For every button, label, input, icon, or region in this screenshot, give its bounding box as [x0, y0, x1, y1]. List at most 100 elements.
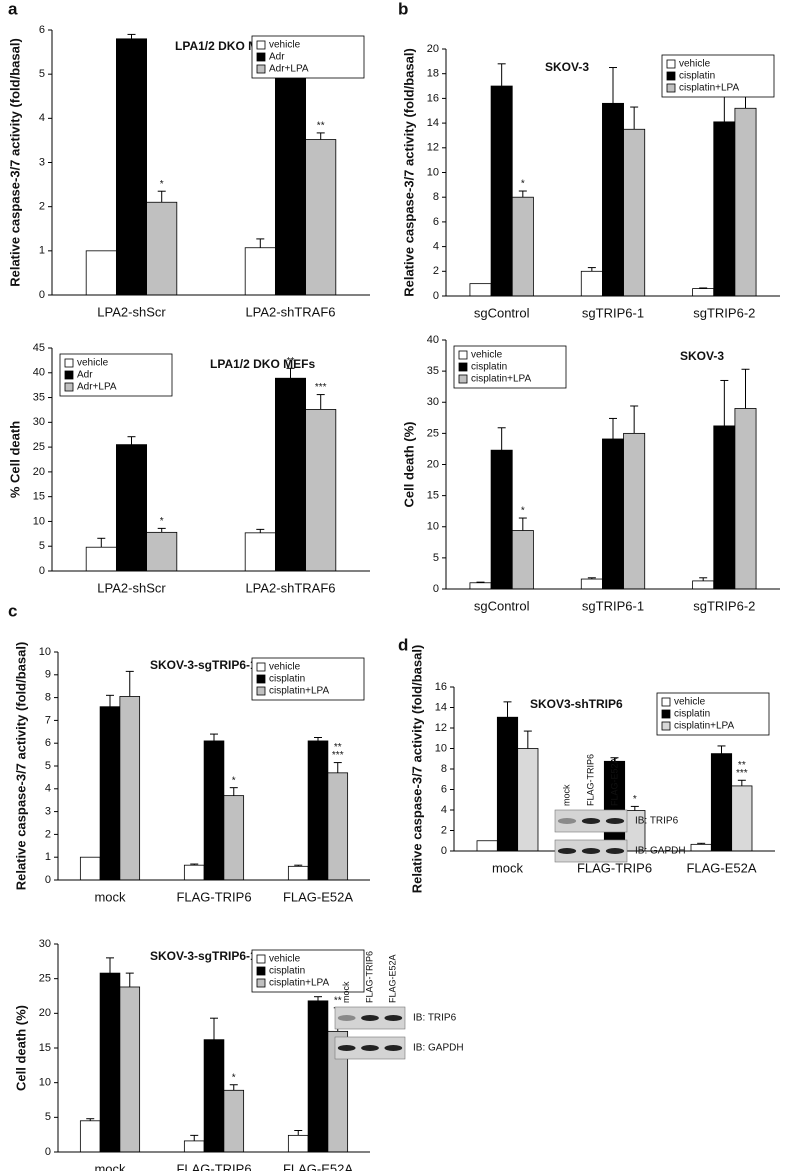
- blot-band: [384, 1015, 403, 1021]
- legend-swatch: [256, 978, 266, 988]
- legend-box: [251, 657, 365, 701]
- error-bar: [518, 190, 527, 198]
- y-tick-label: 25: [33, 441, 45, 453]
- y-tick-label: 3: [45, 806, 51, 818]
- bar: [469, 283, 492, 297]
- legend-box: [251, 949, 365, 993]
- y-axis-label: Relative caspase-3/7 activity (fold/basa…: [7, 38, 22, 287]
- y-tick-label: 6: [441, 783, 447, 795]
- y-tick-label: 0: [45, 1146, 51, 1158]
- bar: [115, 444, 148, 572]
- bar: [623, 432, 646, 590]
- bar: [490, 449, 513, 590]
- error-bar: [720, 379, 729, 426]
- y-tick-label: 20: [39, 1007, 51, 1019]
- chart-title: SKOV-3: [545, 60, 589, 74]
- bar: [99, 972, 121, 1153]
- bar: [287, 865, 309, 881]
- y-tick-label: 2: [441, 824, 447, 836]
- bar: [490, 85, 513, 297]
- error-bar: [630, 106, 639, 130]
- significance: *: [160, 179, 164, 190]
- y-tick-label: 16: [427, 92, 439, 104]
- error-bar: [256, 238, 265, 248]
- bar: [305, 409, 337, 572]
- legend-label: cisplatin+LPA: [269, 978, 329, 989]
- lane-label: FLAG-E52A: [388, 954, 398, 1003]
- legend-label: Adr: [269, 52, 285, 63]
- error-bar: [86, 1118, 95, 1121]
- blot-row-label: IB: TRIP6: [635, 816, 679, 827]
- chart-title: LPA1/2 DKO MEFs: [210, 357, 315, 371]
- lane-label: FLAG-TRIP6: [364, 951, 374, 1003]
- error-bar: [294, 1130, 303, 1136]
- error-bar: [699, 287, 708, 289]
- bar: [274, 377, 307, 572]
- legend-label: cisplatin: [679, 71, 715, 82]
- legend-label: vehicle: [269, 40, 301, 51]
- chart-title: SKOV-3-sgTRIP6-1: [150, 658, 257, 672]
- y-axis-label: Cell death (%): [401, 422, 416, 508]
- error-bar: [587, 267, 596, 272]
- lane-label: FLAG-TRIP6: [585, 754, 595, 806]
- y-axis-label: Relative caspase-3/7 activity (fold/basa…: [13, 642, 28, 891]
- x-tick-label: mock: [94, 1161, 126, 1171]
- y-tick-label: 30: [39, 938, 51, 950]
- error-bar: [157, 190, 166, 203]
- legend-label: cisplatin+LPA: [269, 686, 329, 697]
- x-tick-label: mock: [94, 889, 126, 904]
- error-bar: [630, 405, 639, 434]
- y-tick-label: 5: [39, 68, 45, 80]
- panel-letter: d: [398, 635, 408, 654]
- legend-swatch: [64, 382, 74, 392]
- bar: [713, 425, 736, 590]
- bar: [327, 772, 349, 881]
- error-bar: [229, 787, 238, 796]
- bar: [690, 843, 712, 852]
- error-bar: [630, 805, 639, 811]
- bar: [223, 795, 245, 881]
- y-tick-label: 0: [45, 874, 51, 886]
- chart-title: SKOV-3: [680, 349, 724, 363]
- legend-box: [453, 345, 567, 389]
- error-bar: [256, 528, 265, 533]
- x-tick-label: sgTRIP6-1: [582, 305, 644, 320]
- bar: [692, 288, 715, 297]
- legend-box: [251, 35, 365, 79]
- x-tick-label: FLAG-TRIP6: [176, 889, 251, 904]
- bar: [713, 121, 736, 297]
- error-bar: [497, 427, 506, 451]
- error-bar: [286, 367, 295, 379]
- y-tick-label: 3: [39, 156, 45, 168]
- bar: [274, 75, 307, 296]
- y-tick-label: 0: [433, 583, 439, 595]
- bar: [183, 1140, 205, 1153]
- y-tick-label: 45: [33, 342, 45, 354]
- y-tick-label: 25: [39, 973, 51, 985]
- x-tick-label: LPA2-shTRAF6: [245, 304, 335, 319]
- y-axis-label: Relative caspase-3/7 activity (fold/basa…: [401, 48, 416, 297]
- bar: [85, 250, 117, 296]
- error-bar: [609, 417, 617, 439]
- legend-swatch: [666, 83, 676, 93]
- legend-swatch: [458, 374, 468, 384]
- y-tick-label: 10: [39, 1077, 51, 1089]
- y-tick-label: 5: [39, 540, 45, 552]
- error-bar: [294, 864, 303, 867]
- legend-label: vehicle: [674, 697, 706, 708]
- blot-row-label: IB: TRIP6: [413, 1013, 457, 1024]
- panel-letter: c: [8, 601, 17, 620]
- legend-swatch: [256, 52, 266, 62]
- y-tick-label: 5: [45, 1111, 51, 1123]
- y-tick-label: 4: [433, 241, 439, 253]
- bar: [517, 748, 539, 852]
- y-tick-label: 0: [433, 290, 439, 302]
- bar: [602, 102, 624, 297]
- bar: [287, 1134, 309, 1153]
- y-tick-label: 5: [433, 552, 439, 564]
- error-bar: [314, 996, 322, 1001]
- y-tick-label: 14: [435, 701, 447, 713]
- lane-label: FLAG-E52A: [609, 757, 619, 806]
- y-tick-label: 12: [435, 722, 447, 734]
- y-tick-label: 0: [39, 565, 45, 577]
